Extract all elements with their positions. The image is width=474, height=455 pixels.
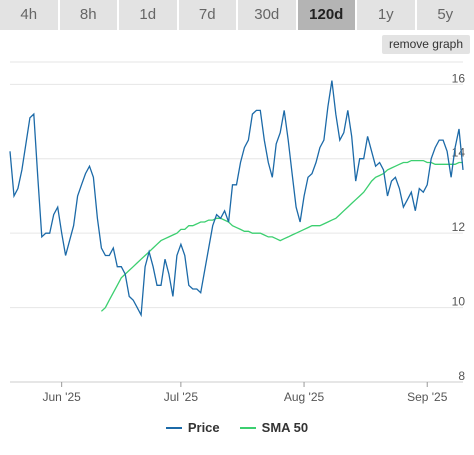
legend-item-sma[interactable]: SMA 50 [239,420,309,435]
remove-graph-button[interactable]: remove graph [381,35,470,54]
x-tick-label: Sep '25 [407,390,448,404]
legend-item-price[interactable]: Price [165,420,220,435]
y-tick-label: 12 [452,220,466,234]
timeframe-tabs: 4h 8h 1d 7d 30d 120d 1y 5y [0,0,474,30]
tab-4h[interactable]: 4h [0,0,58,30]
tab-7d[interactable]: 7d [178,0,236,30]
y-tick-label: 10 [452,295,466,309]
legend-sma-label: SMA 50 [261,420,309,435]
tab-30d[interactable]: 30d [238,0,296,30]
x-tick-label: Jun '25 [42,390,81,404]
legend-price-label: Price [187,420,220,435]
tab-5y[interactable]: 5y [416,0,474,30]
y-tick-label: 8 [458,369,465,383]
tab-120d[interactable]: 120d [297,0,355,30]
legend-sma-swatch [239,426,256,429]
y-tick-label: 16 [452,71,466,85]
chart-legend: Price SMA 50 [0,420,474,435]
series-price-line [9,80,464,318]
tab-1d[interactable]: 1d [119,0,177,30]
tab-8h[interactable]: 8h [59,0,117,30]
legend-price-swatch [165,426,182,429]
x-tick-label: Aug '25 [284,390,325,404]
series-sma-50-line [100,159,463,312]
x-tick-label: Jul '25 [164,390,199,404]
tab-1y[interactable]: 1y [357,0,415,30]
